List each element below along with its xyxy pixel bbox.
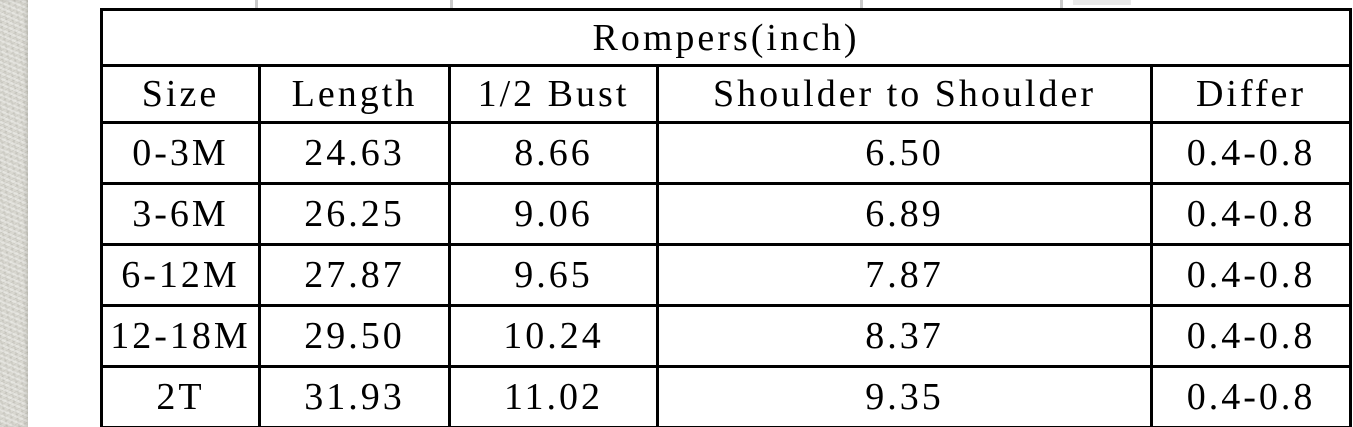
table-row: 6-12M 27.87 9.65 7.87 0.4-0.8 bbox=[100, 243, 1353, 307]
table-cell: 10.24 bbox=[448, 304, 659, 368]
column-header-length: Length bbox=[258, 64, 451, 124]
table-title: Rompers(inch) bbox=[99, 8, 1353, 67]
table-cell: 24.63 bbox=[258, 121, 451, 185]
table-remnant-line bbox=[1060, 0, 1063, 9]
table-cell: 6.89 bbox=[656, 182, 1153, 246]
table-remnant-line bbox=[860, 0, 863, 9]
table-cell: 0.4-0.8 bbox=[1149, 365, 1353, 427]
table-cell: 8.37 bbox=[656, 304, 1153, 368]
column-header-half-bust: 1/2 Bust bbox=[448, 64, 659, 124]
table-row: 2T 31.93 11.02 9.35 0.4-0.8 bbox=[100, 365, 1353, 427]
table-cell: 12-18M bbox=[100, 304, 261, 368]
table-cell: 7.87 bbox=[656, 243, 1153, 307]
table-cell: 6-12M bbox=[100, 243, 261, 307]
size-chart-table: Rompers(inch) Size Length 1/2 Bust Shoul… bbox=[99, 8, 1353, 427]
table-remnant-line bbox=[450, 0, 453, 9]
table-cell: 3-6M bbox=[100, 182, 261, 246]
column-header-size: Size bbox=[100, 64, 261, 124]
table-cell: 0.4-0.8 bbox=[1149, 304, 1353, 368]
table-cell: 8.66 bbox=[448, 121, 659, 185]
table-cell: 9.06 bbox=[448, 182, 659, 246]
table-remnant-line bbox=[255, 0, 258, 9]
table-cell: 0.4-0.8 bbox=[1149, 182, 1353, 246]
left-texture-strip bbox=[0, 0, 28, 427]
table-row: 12-18M 29.50 10.24 8.37 0.4-0.8 bbox=[100, 304, 1353, 368]
table-title-row: Rompers(inch) bbox=[99, 8, 1353, 67]
table-cell: 11.02 bbox=[448, 365, 659, 427]
table-cell: 0.4-0.8 bbox=[1149, 121, 1353, 185]
table-cell: 0.4-0.8 bbox=[1149, 243, 1353, 307]
table-cell: 9.35 bbox=[656, 365, 1153, 427]
table-body: 0-3M 24.63 8.66 6.50 0.4-0.8 3-6M 26.25 9.06 6.8… bbox=[100, 121, 1353, 427]
table-cell: 0-3M bbox=[100, 121, 261, 185]
table-header-row: Size Length 1/2 Bust Shoulder to Shoulde… bbox=[100, 64, 1353, 124]
table-cell: 29.50 bbox=[258, 304, 451, 368]
table-cell: 27.87 bbox=[258, 243, 451, 307]
table-row: 3-6M 26.25 9.06 6.89 0.4-0.8 bbox=[100, 182, 1353, 246]
table-row: 0-3M 24.63 8.66 6.50 0.4-0.8 bbox=[100, 121, 1353, 185]
table-remnant-patch bbox=[1073, 0, 1131, 5]
table-cell: 9.65 bbox=[448, 243, 659, 307]
table-cell: 31.93 bbox=[258, 365, 451, 427]
column-header-differ: Differ bbox=[1149, 64, 1353, 124]
column-header-shoulder-to-shoulder: Shoulder to Shoulder bbox=[656, 64, 1153, 124]
table-cell: 26.25 bbox=[258, 182, 451, 246]
table-cell: 2T bbox=[100, 365, 261, 427]
table-cell: 6.50 bbox=[656, 121, 1153, 185]
